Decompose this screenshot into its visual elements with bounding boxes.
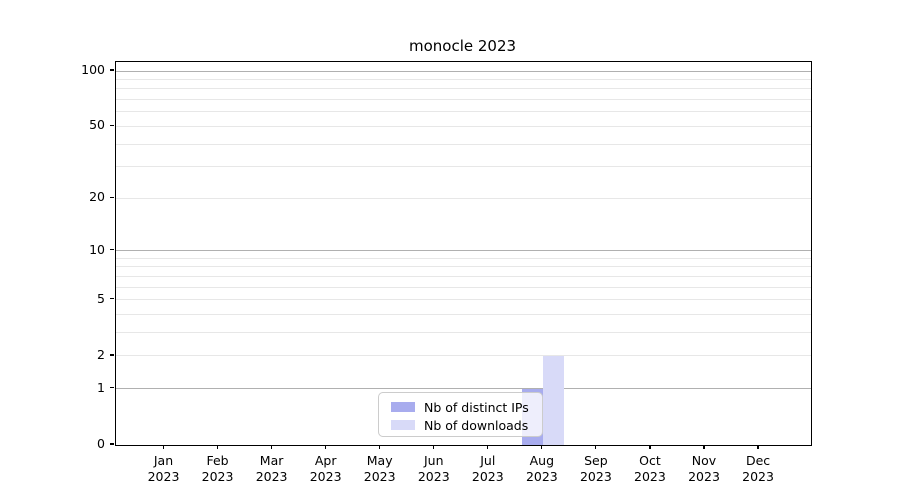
y-tick-label: 100: [81, 62, 105, 78]
x-tick-mark: [595, 445, 597, 449]
x-tick-month: Jun: [423, 453, 444, 468]
x-tick-year: 2023: [525, 469, 558, 484]
minor-gridline: [116, 166, 811, 168]
major-gridline: [116, 388, 811, 390]
x-tick-label: Nov 2023: [672, 453, 736, 485]
minor-gridline: [116, 79, 811, 81]
y-tick-mark: [110, 249, 114, 251]
y-tick-label: 1: [97, 379, 105, 395]
plot-area: [115, 61, 812, 446]
x-tick-mark: [703, 445, 705, 449]
legend-item-distinct-ips: Nb of distinct IPs: [379, 398, 542, 416]
x-tick-mark: [757, 445, 759, 449]
y-tick-mark: [110, 124, 114, 127]
x-tick-year: 2023: [201, 469, 234, 484]
x-tick-month: May: [366, 453, 393, 468]
minor-gridline: [116, 332, 811, 334]
x-tick-year: 2023: [742, 469, 774, 484]
x-tick-month: Mar: [259, 453, 284, 468]
x-tick-label: Dec 2023: [726, 453, 790, 485]
x-tick-year: 2023: [471, 469, 504, 484]
bar-downloads: [542, 355, 564, 445]
legend: Nb of distinct IPs Nb of downloads: [378, 392, 543, 437]
y-tick-mark: [110, 354, 114, 356]
minor-gridline: [116, 299, 811, 301]
x-tick-month: Jul: [480, 453, 496, 468]
y-tick-mark: [110, 298, 114, 300]
x-tick-label: Jan 2023: [132, 453, 196, 485]
y-tick-mark: [110, 443, 114, 445]
x-tick-month: Feb: [206, 453, 229, 468]
x-tick-year: 2023: [363, 469, 396, 484]
x-tick-month: Apr: [314, 453, 337, 468]
legend-label-downloads: Nb of downloads: [424, 417, 529, 433]
minor-gridline: [116, 355, 811, 357]
x-tick-mark: [216, 445, 219, 449]
minor-gridline: [116, 197, 811, 199]
x-tick-year: 2023: [309, 469, 342, 484]
minor-gridline: [116, 88, 811, 90]
y-tick-label: 5: [97, 290, 105, 306]
y-tick-label: 10: [89, 241, 105, 257]
major-gridline: [116, 250, 811, 252]
x-tick-label: Apr 2023: [294, 453, 358, 485]
x-tick-label: Oct 2023: [618, 453, 682, 485]
chart-title: monocle 2023: [408, 37, 517, 55]
x-tick-month: Sep: [584, 453, 608, 468]
x-tick-month: Nov: [691, 453, 717, 468]
x-tick-mark: [649, 445, 651, 449]
x-tick-month: Jan: [153, 453, 174, 468]
legend-swatch-distinct-ips-icon: [391, 402, 415, 412]
minor-gridline: [116, 286, 811, 288]
x-tick-label: Jun 2023: [402, 453, 466, 485]
y-tick-mark: [110, 196, 114, 198]
x-tick-year: 2023: [688, 469, 720, 484]
y-tick-mark: [110, 69, 114, 71]
x-tick-month: Dec: [745, 453, 771, 468]
x-tick-year: 2023: [634, 469, 666, 484]
x-tick-month: Aug: [529, 453, 555, 468]
y-tick-label: 50: [89, 117, 105, 133]
legend-swatch-downloads-icon: [391, 420, 415, 430]
y-tick-label: 0: [97, 436, 105, 451]
y-tick-mark: [110, 387, 114, 389]
x-tick-month: Oct: [639, 453, 661, 468]
x-tick-label: Aug 2023: [510, 453, 574, 485]
x-tick-label: Jul 2023: [456, 453, 520, 485]
x-tick-year: 2023: [147, 469, 180, 484]
legend-item-downloads: Nb of downloads: [379, 416, 542, 434]
minor-gridline: [116, 257, 811, 259]
minor-gridline: [116, 99, 811, 101]
legend-label-distinct-ips: Nb of distinct IPs: [424, 399, 529, 415]
minor-gridline: [116, 111, 811, 113]
minor-gridline: [116, 276, 811, 278]
x-tick-label: May 2023: [348, 453, 412, 485]
x-tick-label: Mar 2023: [240, 453, 304, 485]
x-tick-mark: [162, 445, 165, 449]
x-tick-mark: [433, 445, 435, 449]
x-tick-mark: [379, 445, 381, 449]
x-tick-year: 2023: [417, 469, 450, 484]
x-tick-label: Feb 2023: [186, 453, 250, 485]
x-tick-mark: [271, 445, 273, 449]
x-tick-year: 2023: [579, 469, 612, 484]
x-tick-label: Sep 2023: [564, 453, 628, 485]
y-tick-label: 20: [89, 189, 105, 205]
x-tick-mark: [325, 445, 327, 449]
x-tick-mark: [541, 445, 543, 449]
y-tick-label: 2: [97, 346, 105, 362]
major-gridline: [116, 70, 811, 72]
x-tick-mark: [487, 445, 489, 449]
minor-gridline: [116, 266, 811, 268]
minor-gridline: [116, 125, 811, 127]
minor-gridline: [116, 314, 811, 316]
minor-gridline: [116, 143, 811, 145]
x-tick-year: 2023: [255, 469, 288, 484]
